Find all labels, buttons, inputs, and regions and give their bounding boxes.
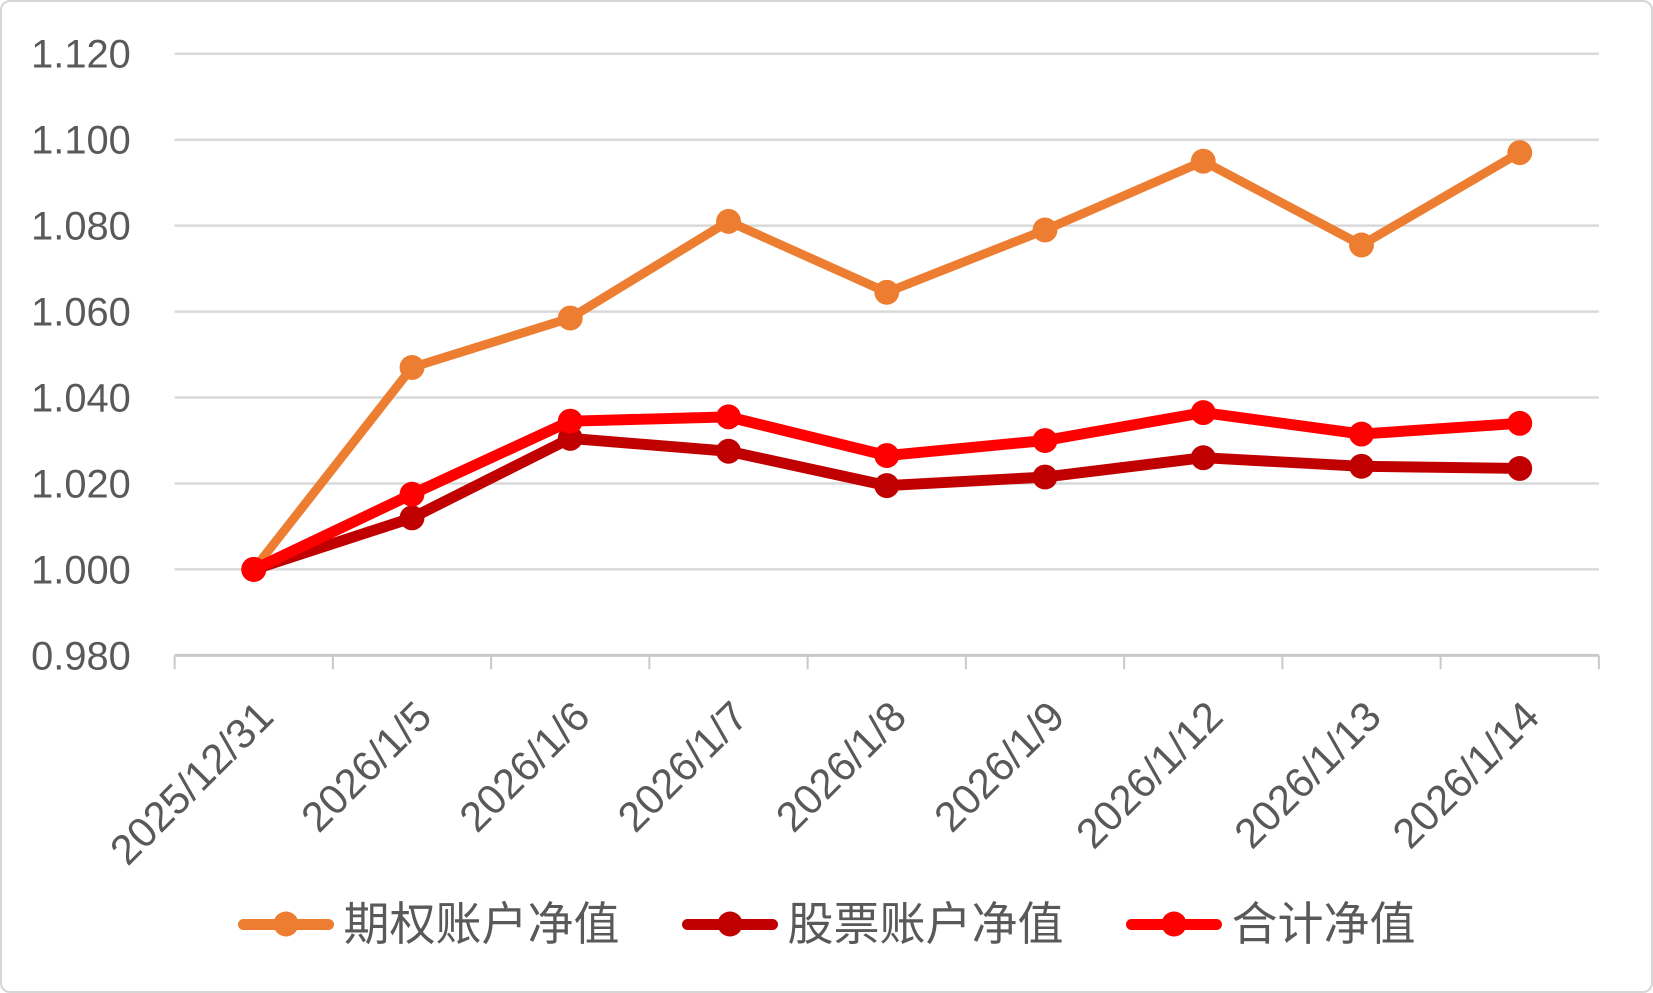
total-series-marker	[716, 404, 741, 430]
x-axis-tick-label: 2026/1/13	[1225, 692, 1390, 857]
stock-account-series-marker	[1349, 453, 1374, 479]
legend-label-stock-account: 股票账户净值	[787, 898, 1064, 950]
x-axis-tick-label: 2026/1/12	[1067, 692, 1232, 857]
y-axis-tick-label: 1.000	[31, 548, 131, 592]
legend-item-stock-account: 股票账户净值	[681, 898, 1064, 950]
total-series-marker	[399, 481, 425, 507]
legend-label-total: 合计净值	[1231, 898, 1416, 950]
x-axis-tick-label: 2025/12/31	[101, 692, 282, 873]
total-series-marker	[1190, 400, 1216, 426]
x-axis-tick-label: 2026/1/8	[767, 692, 915, 840]
options-account-series-marker	[1190, 148, 1216, 174]
total-series-marker	[874, 443, 900, 469]
total-series-marker	[1349, 421, 1374, 447]
options-account-series-marker	[1507, 140, 1533, 166]
y-axis-tick-label: 1.080	[31, 205, 131, 249]
options-account-series-marker	[1032, 217, 1058, 243]
y-axis-tick-label: 1.060	[31, 291, 131, 335]
y-axis-tick-label: 1.040	[31, 376, 131, 420]
x-axis-tick-label: 2026/1/7	[608, 692, 756, 840]
total-series-marker	[1032, 428, 1058, 453]
stock-account-series-marker	[874, 473, 900, 499]
y-axis-tick-label: 1.120	[31, 33, 131, 77]
stock-account-series-marker	[557, 425, 583, 451]
x-axis-tick-label: 2026/1/6	[450, 692, 598, 840]
legend-marker-total-icon	[1125, 911, 1222, 937]
options-account-series-marker	[557, 305, 583, 331]
x-axis-tick-label: 2026/1/9	[925, 692, 1073, 840]
options-account-series-marker	[874, 279, 900, 305]
total-series-marker	[557, 408, 583, 434]
stock-account-series-marker	[716, 438, 741, 464]
total-series-marker	[241, 556, 267, 582]
options-account-series-marker	[716, 208, 741, 234]
x-axis-tick-label: 2026/1/14	[1383, 692, 1548, 857]
legend-item-options-account: 期权账户净值	[237, 898, 620, 950]
x-axis-tick-label: 2026/1/5	[292, 692, 440, 840]
total-series-marker	[1507, 410, 1533, 436]
legend-item-total: 合计净值	[1125, 898, 1416, 950]
chart-legend: 期权账户净值 股票账户净值 合计净值	[2, 894, 1651, 954]
stock-account-series-marker	[1190, 445, 1216, 471]
options-account-series-marker	[1349, 232, 1374, 258]
y-axis-tick-label: 1.020	[31, 462, 131, 506]
legend-marker-options-account-icon	[237, 911, 334, 937]
stock-account-series-marker	[1032, 464, 1058, 490]
stock-account-series-marker	[399, 505, 425, 531]
y-axis-tick-label: 1.100	[31, 119, 131, 163]
stock-account-series-marker	[1507, 455, 1533, 481]
options-account-series-marker	[399, 355, 425, 380]
y-axis-tick-label: 0.980	[31, 634, 131, 678]
legend-label-options-account: 期权账户净值	[343, 898, 620, 950]
legend-marker-stock-account-icon	[681, 911, 778, 937]
